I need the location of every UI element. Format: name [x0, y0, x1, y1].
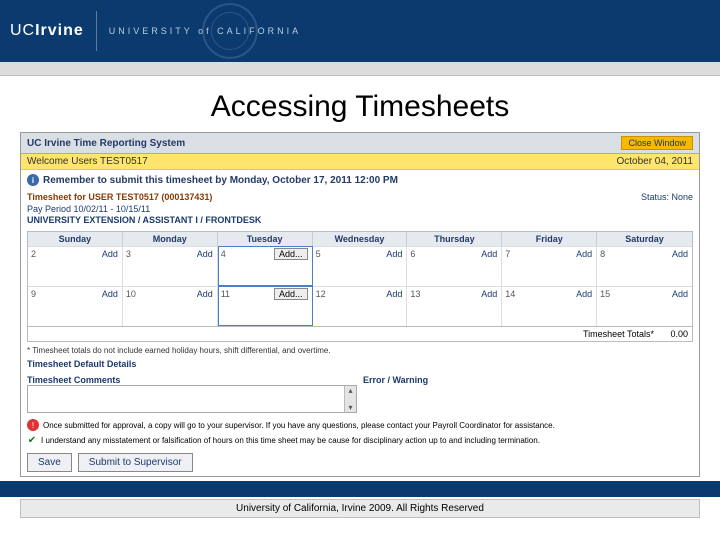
app-header: UC Irvine Time Reporting System Close Wi… [21, 133, 699, 154]
add-link[interactable]: Add [197, 289, 213, 299]
grid-body: 2 Add 3 Add 4 Add... 5 Add 6 Add 7 Add 8 Add 9 Add 10 Add… [28, 246, 692, 326]
day-number: 11 [221, 289, 230, 299]
uci-logo-text: UCIrvine [0, 22, 84, 40]
add-link[interactable]: Add [386, 289, 402, 299]
rights-text: University of California, Irvine 2009. A… [20, 499, 700, 518]
comments-label: Timesheet Comments [27, 375, 357, 385]
day-header: Friday [502, 232, 597, 246]
scroll-down-icon[interactable]: ▾ [348, 403, 352, 412]
defaults-label: Timesheet Default Details [27, 359, 693, 369]
add-link[interactable]: Add [386, 249, 402, 259]
button-row: Save Submit to Supervisor [27, 453, 693, 472]
day-number: 10 [126, 289, 136, 299]
add-link[interactable]: Add [102, 249, 118, 259]
day-cell[interactable]: 3 Add [123, 246, 218, 286]
top-banner: UCIrvine UNIVERSITY of CALIFORNIA [0, 0, 720, 62]
check-icon: ✔ [27, 435, 37, 445]
timesheet-app: UC Irvine Time Reporting System Close Wi… [20, 132, 700, 477]
totals-footnote: * Timesheet totals do not include earned… [27, 346, 693, 355]
add-link[interactable]: Add [197, 249, 213, 259]
ts-status: Status: None [641, 192, 693, 227]
welcome-text: Welcome Users TEST0517 [27, 156, 148, 167]
day-number: 15 [600, 289, 610, 299]
day-header: Tuesday [218, 232, 313, 246]
reminder-line: i Remember to submit this timesheet by M… [27, 174, 693, 186]
totals-row: Timesheet Totals* 0.00 [28, 326, 692, 341]
add-link[interactable]: Add [672, 289, 688, 299]
add-link[interactable]: Add [576, 289, 592, 299]
ts-user-line: Timesheet for USER TEST0517 (000137431) [27, 192, 261, 204]
day-header: Wednesday [313, 232, 408, 246]
ts-payperiod-line: Pay Period 10/02/11 - 10/15/11 [27, 204, 261, 216]
day-cell[interactable]: 14 Add [502, 286, 597, 326]
close-window-button[interactable]: Close Window [621, 136, 693, 150]
banner-separator [96, 11, 97, 51]
day-header: Thursday [407, 232, 502, 246]
day-cell[interactable]: 13 Add [407, 286, 502, 326]
day-header: Monday [123, 232, 218, 246]
day-cell[interactable]: 7 Add [502, 246, 597, 286]
attestation-line: ✔ I understand any misstatement or falsi… [27, 435, 693, 445]
app-title: UC Irvine Time Reporting System [27, 138, 185, 149]
day-number: 12 [316, 289, 326, 299]
add-link[interactable]: Add [102, 289, 118, 299]
totals-label: Timesheet Totals* [583, 329, 654, 339]
totals-value: 0.00 [660, 329, 688, 339]
add-link[interactable]: Add [481, 289, 497, 299]
ts-dept-line: UNIVERSITY EXTENSION / ASSISTANT I / FRO… [27, 215, 261, 227]
day-cell[interactable]: 10 Add [123, 286, 218, 326]
reminder-text: Remember to submit this timesheet by Mon… [43, 175, 398, 186]
day-cell[interactable]: 9 Add [28, 286, 123, 326]
day-number: 4 [221, 249, 226, 259]
attestation-text: I understand any misstatement or falsifi… [41, 436, 540, 445]
day-number: 14 [505, 289, 515, 299]
day-cell[interactable]: 4 Add... [218, 246, 313, 286]
day-cell[interactable]: 6 Add [407, 246, 502, 286]
day-cell[interactable]: 8 Add [597, 246, 692, 286]
alert-text: Once submitted for approval, a copy will… [43, 421, 555, 430]
alert-icon: ! [27, 419, 39, 431]
day-number: 13 [410, 289, 420, 299]
submit-alert: ! Once submitted for approval, a copy wi… [27, 419, 693, 431]
slide-title: Accessing Timesheets [0, 76, 720, 132]
app-content: i Remember to submit this timesheet by M… [21, 170, 699, 476]
welcome-bar: Welcome Users TEST0517 October 04, 2011 [21, 154, 699, 170]
day-cell[interactable]: 2 Add [28, 246, 123, 286]
save-button[interactable]: Save [27, 453, 72, 472]
timesheet-grid: SundayMondayTuesdayWednesdayThursdayFrid… [27, 231, 693, 342]
comments-textarea[interactable]: ▴▾ [27, 385, 357, 413]
grid-header-row: SundayMondayTuesdayWednesdayThursdayFrid… [28, 232, 692, 246]
day-cell[interactable]: 5 Add [313, 246, 408, 286]
day-number: 8 [600, 249, 605, 259]
day-header: Saturday [597, 232, 692, 246]
add-link[interactable]: Add [481, 249, 497, 259]
day-cell[interactable]: 11 Add... [218, 286, 313, 326]
day-cell[interactable]: 12 Add [313, 286, 408, 326]
scroll-up-icon[interactable]: ▴ [348, 386, 352, 395]
day-number: 5 [316, 249, 321, 259]
timesheet-header: Timesheet for USER TEST0517 (000137431) … [27, 192, 693, 227]
add-dropdown-button[interactable]: Add... [274, 248, 308, 260]
add-link[interactable]: Add [576, 249, 592, 259]
info-icon: i [27, 174, 39, 186]
banner-strip [0, 62, 720, 76]
submit-button[interactable]: Submit to Supervisor [78, 453, 193, 472]
day-number: 7 [505, 249, 510, 259]
day-number: 3 [126, 249, 131, 259]
day-number: 9 [31, 289, 36, 299]
seal-watermark [160, 0, 300, 62]
day-number: 2 [31, 249, 36, 259]
footer-bar [0, 481, 720, 497]
comments-scrollbar[interactable]: ▴▾ [344, 386, 356, 412]
add-link[interactable]: Add [672, 249, 688, 259]
day-header: Sunday [28, 232, 123, 246]
day-number: 6 [410, 249, 415, 259]
add-dropdown-button[interactable]: Add... [274, 288, 308, 300]
current-date: October 04, 2011 [616, 156, 693, 167]
errors-label: Error / Warning [363, 375, 693, 385]
day-cell[interactable]: 15 Add [597, 286, 692, 326]
